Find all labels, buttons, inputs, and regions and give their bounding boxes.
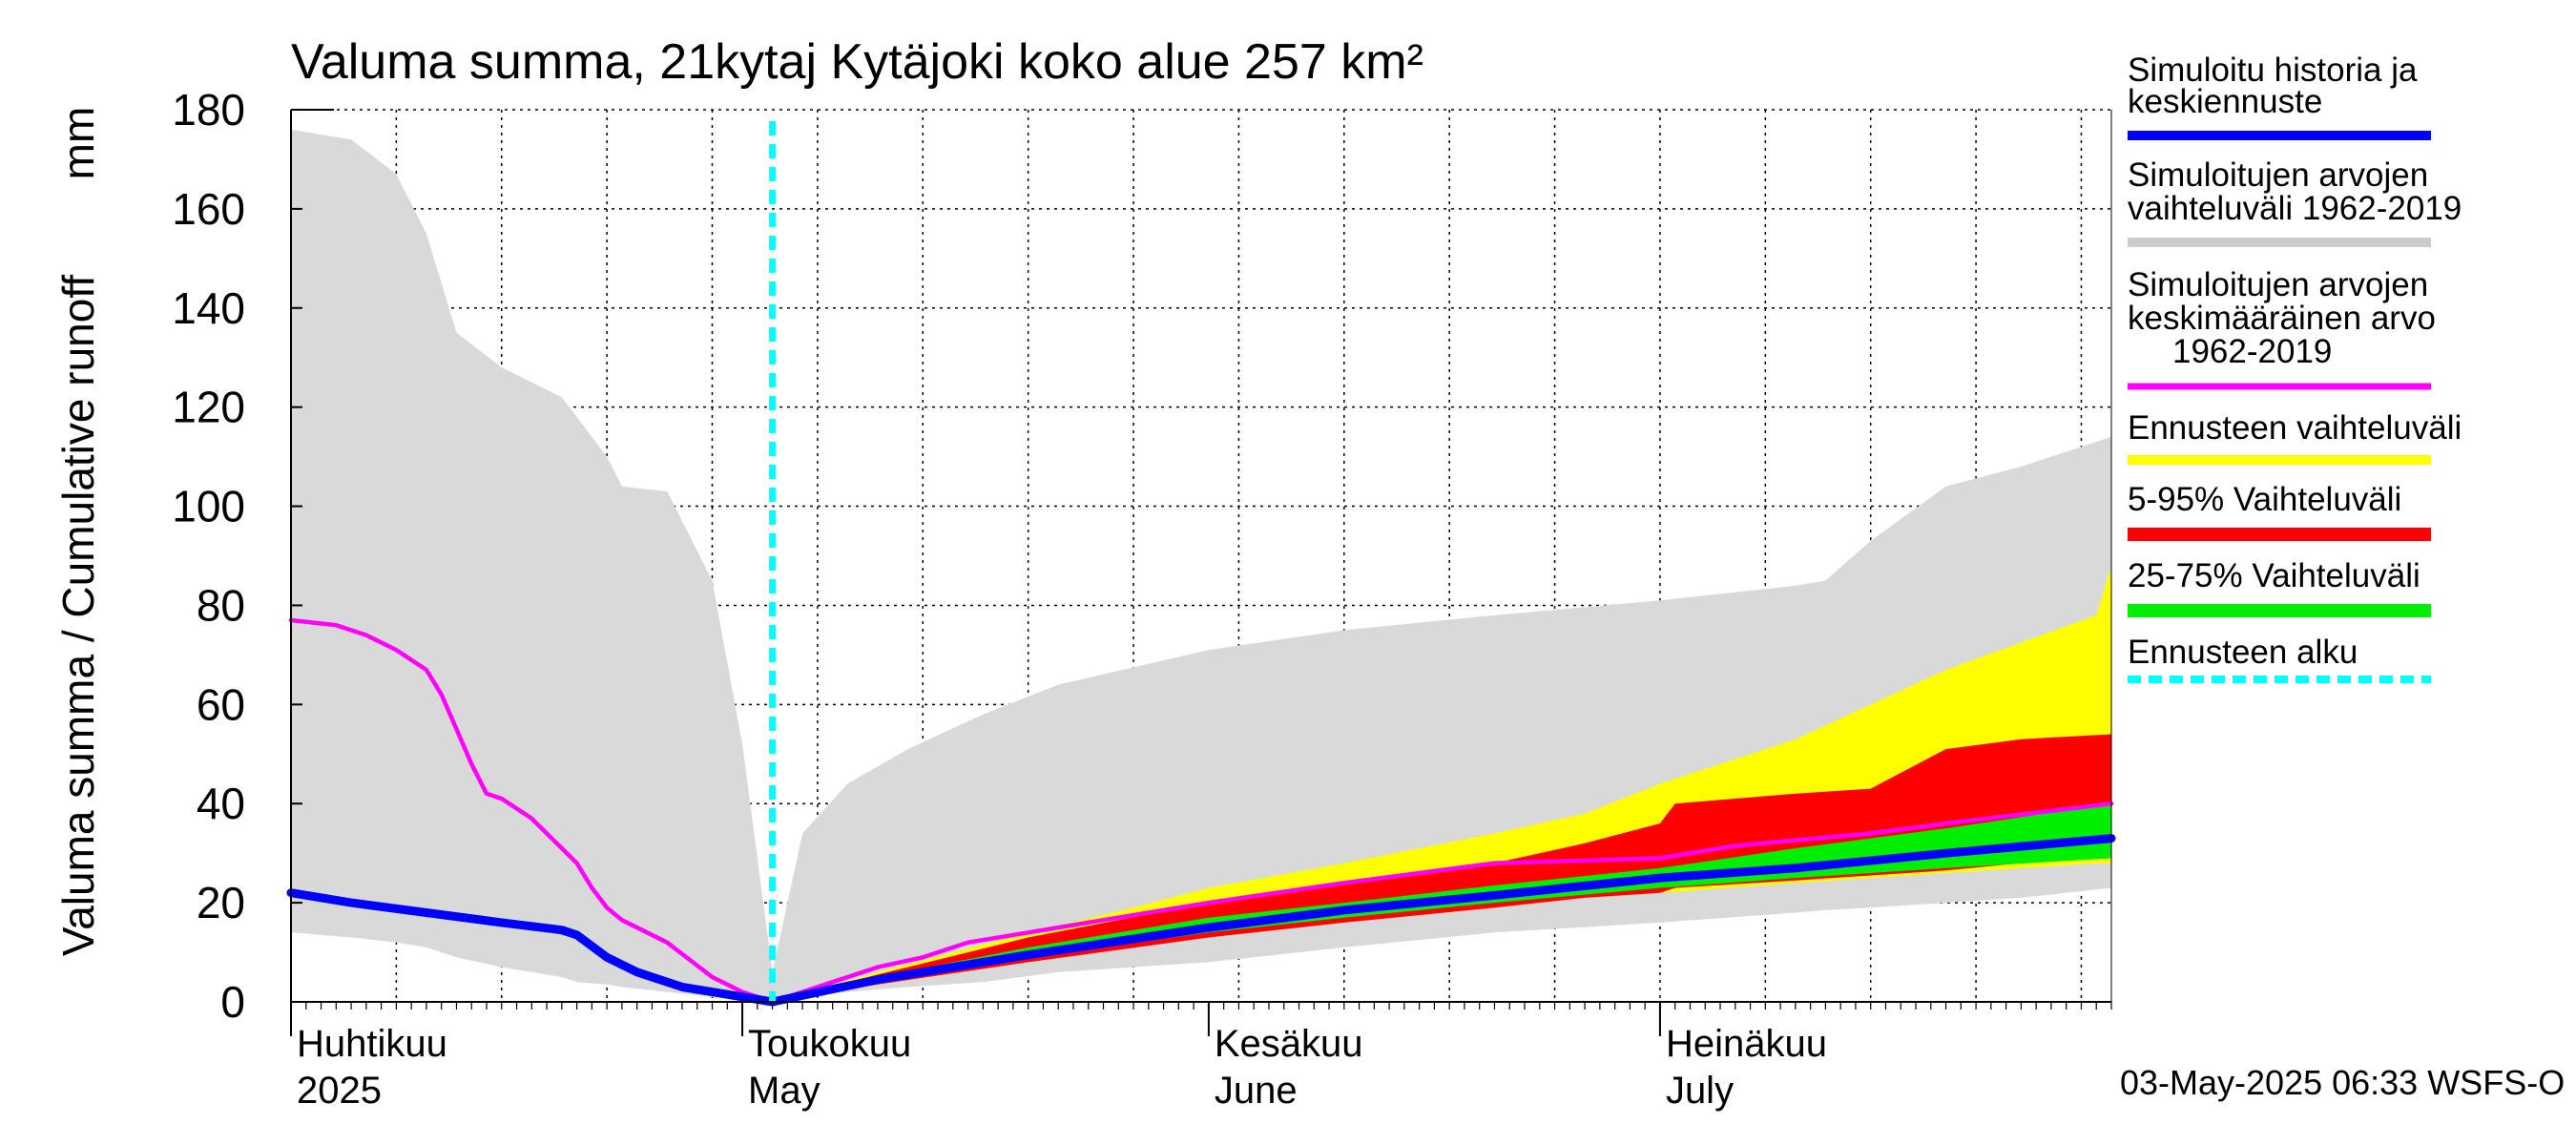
line-simuloitujen-arvojen-keskim-r-inen-arvo-1962-2019 — [288, 617, 2114, 1005]
y-tick-label: 160 — [172, 184, 245, 234]
x-month-label-en: 2025 — [297, 1070, 382, 1112]
x-month-label-fi: Huhtikuu — [297, 1023, 447, 1065]
legend-item-ennusteen-vaihteluv-li: Ennusteen vaihteluväli — [2128, 409, 2462, 465]
x-month-label-en: May — [748, 1070, 821, 1112]
chart-title: Valuma summa, 21kytaj Kytäjoki koko alue… — [291, 34, 1423, 90]
y-tick-label: 140 — [172, 283, 245, 333]
x-month-label-en: July — [1666, 1070, 1734, 1112]
legend-label: keskimääräinen arvo — [2128, 300, 2436, 337]
y-tick-label: 180 — [172, 85, 245, 135]
y-axis-label: Valuma summa / Cumulative runoff — [53, 275, 103, 956]
y-tick-label: 0 — [220, 977, 245, 1027]
footer-timestamp: 03-May-2025 06:33 WSFS-O — [2120, 1063, 2565, 1102]
legend-label: 5-95% Vaihteluväli — [2128, 481, 2401, 518]
y-tick-label: 80 — [197, 580, 245, 630]
legend-label: keskiennuste — [2128, 83, 2322, 120]
legend-item-5-95-vaihteluv-li: 5-95% Vaihteluväli — [2128, 481, 2431, 541]
y-tick-label: 60 — [197, 679, 245, 729]
line-simuloitu-historia-ja-keskiennuste — [286, 834, 2116, 1007]
legend-label: Ennusteen alku — [2128, 634, 2358, 671]
legend: Simuloitu historia jakeskiennusteSimuloi… — [2128, 52, 2462, 683]
x-month-label-fi: Toukokuu — [748, 1023, 911, 1065]
legend-label: 1962-2019 — [2172, 333, 2332, 370]
legend-label: Simuloitujen arvojen — [2128, 266, 2428, 303]
x-month-label-fi: Kesäkuu — [1215, 1023, 1363, 1065]
legend-label: vaihteluväli 1962-2019 — [2128, 190, 2462, 227]
y-tick-label: 40 — [197, 779, 245, 828]
legend-label: Simuloitu historia ja — [2128, 52, 2418, 89]
plot-area — [286, 109, 2116, 1007]
x-month-label-fi: Heinäkuu — [1666, 1023, 1827, 1065]
axes: 0 20 40 60 80 100 120 140 160 180 Huhtikuu 2025 Touk… — [172, 85, 2112, 1112]
legend-item-25-75-vaihteluv-li: 25-75% Vaihteluväli — [2128, 557, 2431, 617]
legend-label: Simuloitujen arvojen — [2128, 156, 2428, 194]
legend-label: 25-75% Vaihteluväli — [2128, 557, 2420, 594]
legend-item-ennusteen-alku: Ennusteen alku — [2128, 634, 2431, 683]
legend-label: Ennusteen vaihteluväli — [2128, 409, 2462, 447]
y-tick-label: 20 — [197, 878, 245, 927]
band-ennusteen-vaihteluv-li — [772, 565, 2111, 1002]
y-tick-label: 100 — [172, 482, 245, 531]
band-simuloitujen-arvojen-vaihteluv-li-1962-2019 — [291, 129, 2111, 1003]
y-axis-unit: mm — [53, 107, 103, 180]
x-month-label-en: June — [1215, 1070, 1298, 1112]
y-tick-label: 120 — [172, 383, 245, 432]
